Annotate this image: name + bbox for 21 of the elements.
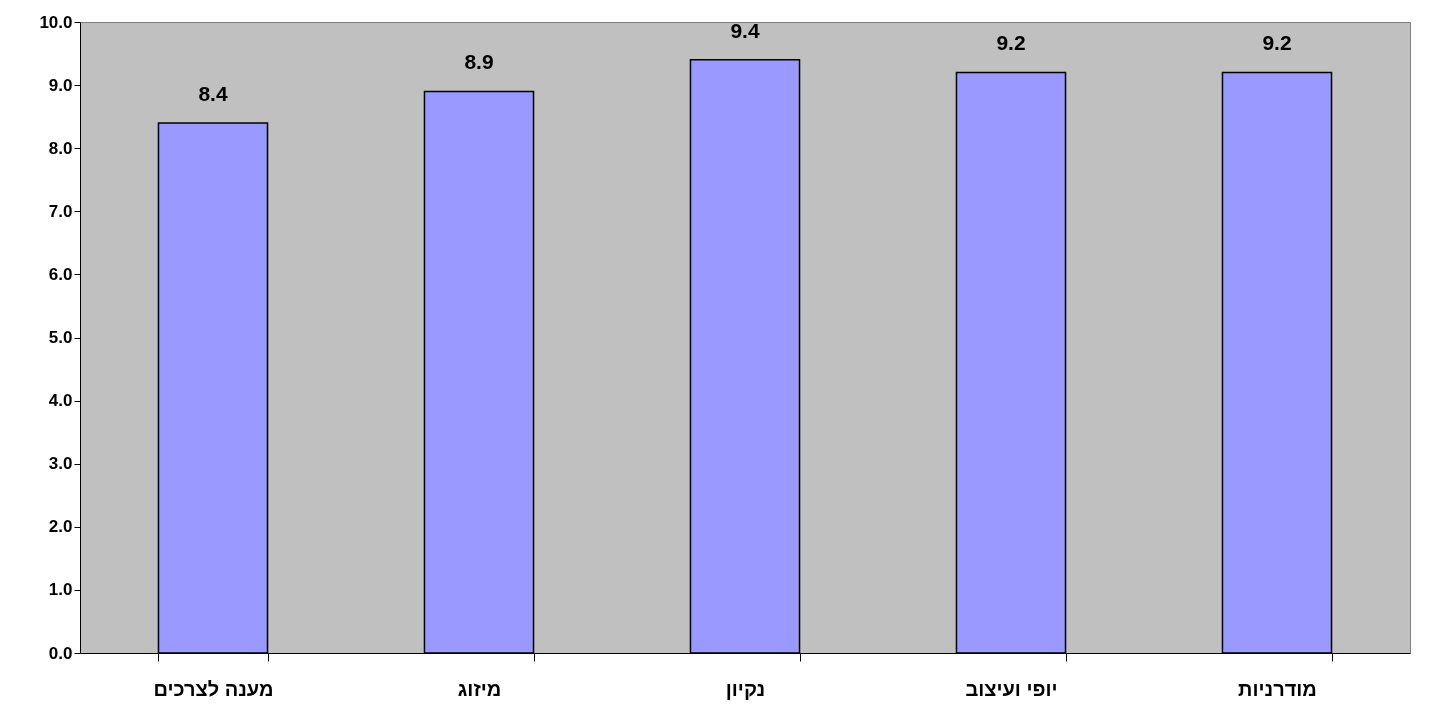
y-tick-label: 8.0 (48, 138, 73, 158)
x-tick-label: נקיון (725, 677, 766, 700)
y-tick-label: 6.0 (48, 264, 73, 284)
data-label: 9.4 (730, 18, 760, 42)
y-tick-label: 5.0 (48, 328, 73, 347)
data-label: 8.4 (198, 81, 228, 105)
y-tick-label: 3.0 (48, 454, 73, 474)
y-tick-label: 1.0 (48, 580, 73, 600)
y-tick-label: 0.0 (48, 643, 73, 663)
x-tick-label: מיזוג (457, 677, 502, 700)
data-label: 8.9 (464, 50, 494, 74)
y-tick-label: 10.0 (39, 12, 73, 32)
x-tick-label: יופי ועיצוב (965, 677, 1058, 700)
data-label: 9.2 (996, 31, 1026, 55)
y-tick-label: 4.0 (48, 391, 73, 411)
y-tick-label: 7.0 (48, 201, 73, 221)
y-tick-label: 2.0 (48, 517, 73, 537)
data-label: 9.2 (1262, 31, 1292, 55)
x-tick-label: מענה לצרכים (153, 677, 274, 700)
x-tick-label: מודרניות (1238, 677, 1317, 700)
y-tick-label: 9.0 (48, 75, 73, 95)
